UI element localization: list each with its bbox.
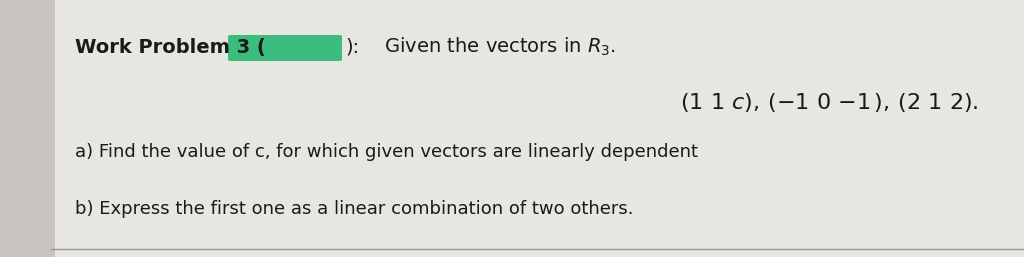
Text: Work Problem 3 (: Work Problem 3 (: [75, 38, 266, 57]
Bar: [0, 0, 55, 257]
Text: ):: ):: [345, 38, 359, 57]
Text: $(1\ 1\ c),\,(-1\ 0\ {-1}\,),\,(2\ 1\ 2).$: $(1\ 1\ c),\,(-1\ 0\ {-1}\,),\,(2\ 1\ 2)…: [680, 90, 979, 114]
Text: b) Express the first one as a linear combination of two others.: b) Express the first one as a linear com…: [75, 200, 634, 218]
FancyBboxPatch shape: [228, 35, 342, 61]
Text: a) Find the value of c, for which given vectors are linearly dependent: a) Find the value of c, for which given …: [75, 143, 698, 161]
Text: Given the vectors in $R_3$.: Given the vectors in $R_3$.: [378, 36, 616, 58]
